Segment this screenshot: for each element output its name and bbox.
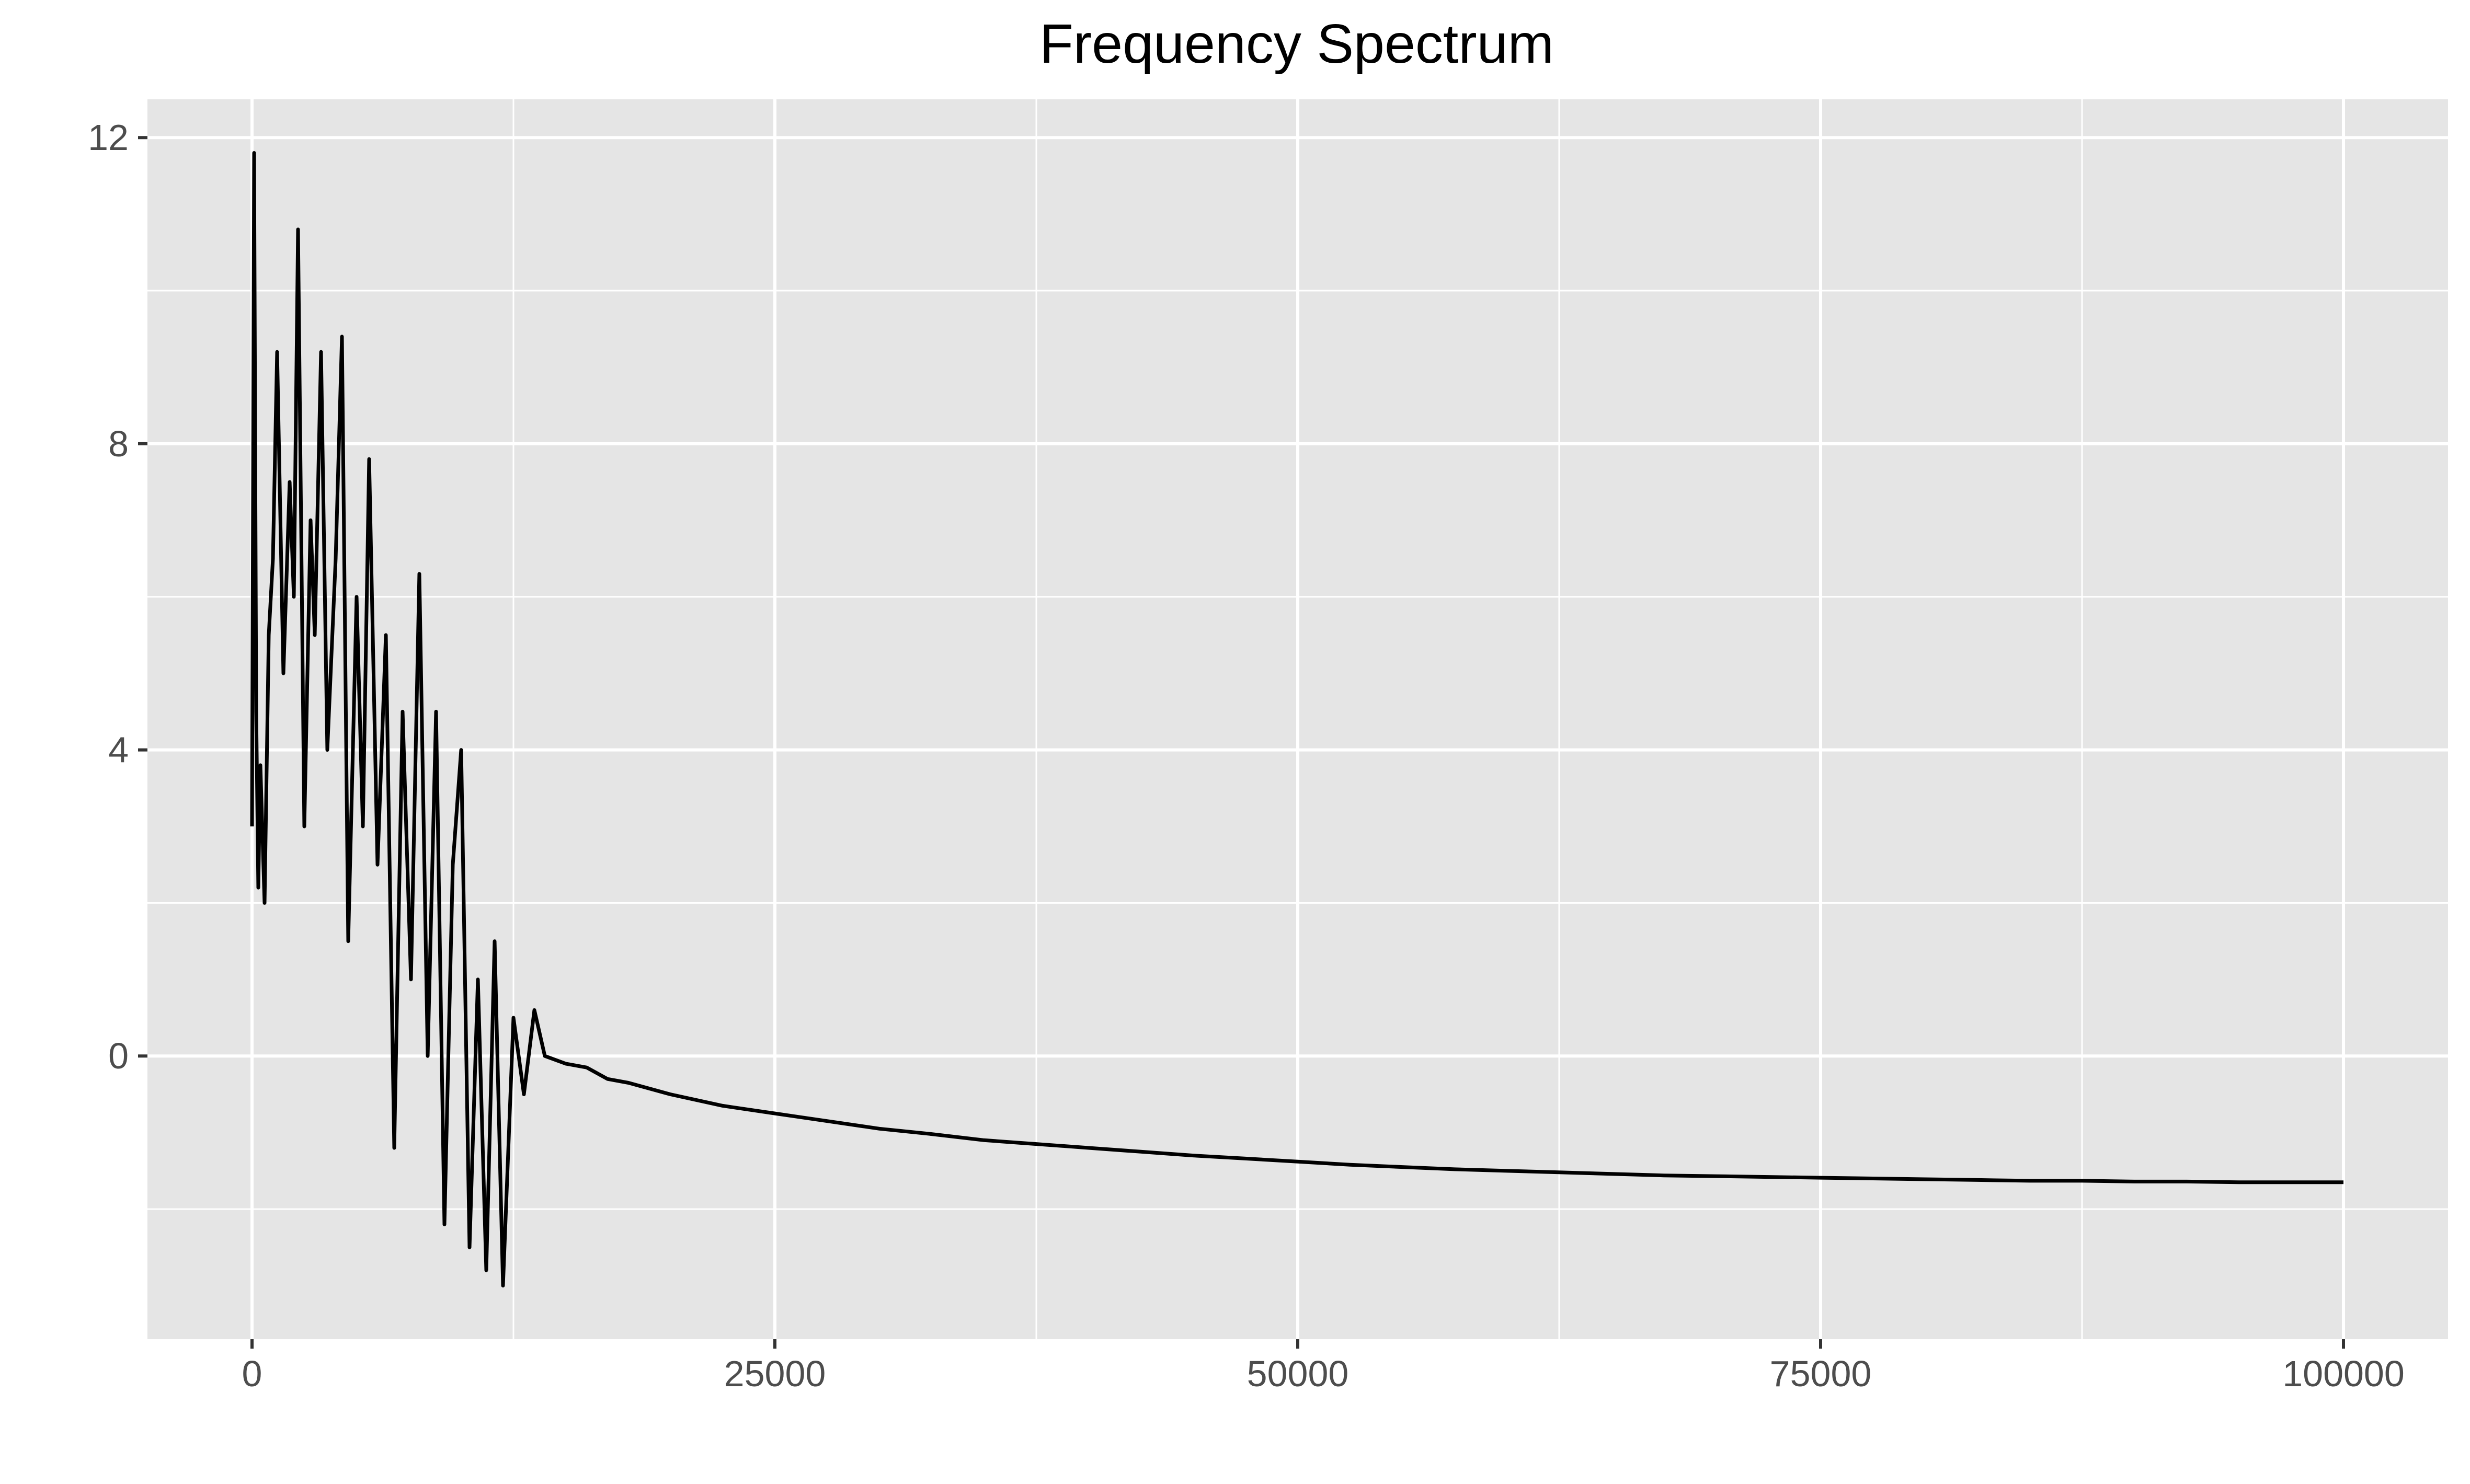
y-tick-label: 12 — [88, 117, 129, 158]
series-line — [250, 151, 2343, 1287]
series-group — [250, 151, 2343, 1287]
x-tick-label: 100000 — [2282, 1353, 2405, 1394]
y-tick-label: 4 — [108, 730, 129, 770]
x-tick-label: 75000 — [1770, 1353, 1872, 1394]
x-axis: 0 25000 50000 75000 100000 — [242, 1339, 2405, 1394]
y-axis: 0 4 8 12 — [88, 117, 147, 1076]
y-tick-label: 0 — [108, 1036, 129, 1076]
y-tick-label: 8 — [108, 423, 129, 464]
x-tick-label: 0 — [242, 1353, 262, 1394]
x-tick-label: 25000 — [724, 1353, 826, 1394]
x-tick-label: 50000 — [1247, 1353, 1349, 1394]
chart-title: Frequency Spectrum — [1039, 13, 1554, 75]
